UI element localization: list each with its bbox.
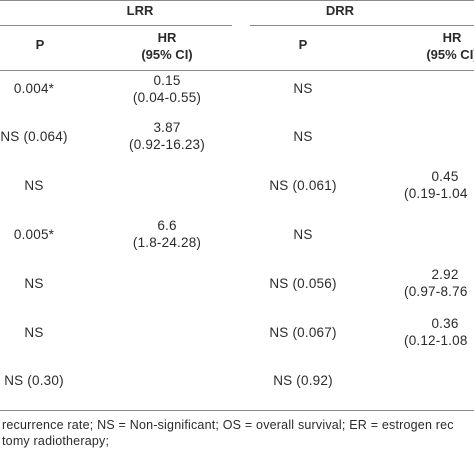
lrr-p-header: P (35, 37, 45, 52)
row3-drr-hr: 0.45 (431, 169, 459, 184)
lrr-group-underline (0, 25, 232, 26)
table-bottom-rule (0, 410, 474, 411)
row2-drr-p: NS (293, 129, 313, 144)
drr-group-underline (250, 25, 474, 26)
row6-drr-ci: (0.12-1.08 (404, 333, 468, 348)
row6-drr-hr: 0.36 (431, 316, 459, 331)
footnote-line1: recurrence rate; NS = Non-significant; O… (2, 418, 454, 432)
row1-lrr-ci: (0.04-0.55) (132, 90, 202, 105)
row6-drr-p: NS (0.067) (269, 325, 337, 340)
drr-hr-header-line1: HR (442, 30, 462, 45)
row1-drr-p: NS (293, 81, 313, 96)
row2-lrr-p: NS (0.064) (0, 129, 68, 144)
header-bottom-rule (0, 70, 474, 71)
row3-drr-p: NS (0.061) (269, 178, 337, 193)
drr-group-header: DRR (325, 3, 355, 18)
row2-lrr-hr: 3.87 (153, 120, 181, 135)
drr-hr-header: HR (95% CI) (397, 29, 474, 63)
row5-drr-p: NS (0.056) (269, 276, 337, 291)
row4-lrr-hr: 6.6 (157, 218, 177, 233)
row5-drr-ci: (0.97-8.76 (404, 284, 468, 299)
row1-lrr-p: 0.004* (13, 81, 55, 96)
top-rule (0, 0, 474, 1)
row4-lrr-ci: (1.8-24.28) (132, 235, 202, 250)
lrr-hr-header: HR (95% CI) (112, 29, 222, 63)
row6-lrr-p: NS (24, 325, 44, 340)
row5-lrr-p: NS (24, 276, 44, 291)
footnote-line2: tomy radiotherapy; (2, 434, 110, 448)
row7-lrr-p: NS (0.30) (4, 373, 64, 388)
row2-lrr-ci: (0.92-16.23) (129, 137, 205, 152)
drr-p-header: P (298, 37, 308, 52)
row5-drr-hr: 2.92 (431, 267, 459, 282)
lrr-hr-header-line1: HR (157, 30, 177, 45)
row3-drr-ci: (0.19-1.04 (404, 186, 468, 201)
row4-drr-p: NS (293, 227, 313, 242)
lrr-hr-header-line2: (95% CI) (141, 47, 193, 62)
row3-lrr-p: NS (24, 178, 44, 193)
row7-drr-p: NS (0.92) (273, 373, 333, 388)
lrr-group-header: LRR (126, 3, 154, 18)
row1-lrr-hr: 0.15 (153, 73, 181, 88)
drr-hr-header-line2: (95% CI) (426, 47, 474, 62)
row4-lrr-p: 0.005* (13, 227, 55, 242)
